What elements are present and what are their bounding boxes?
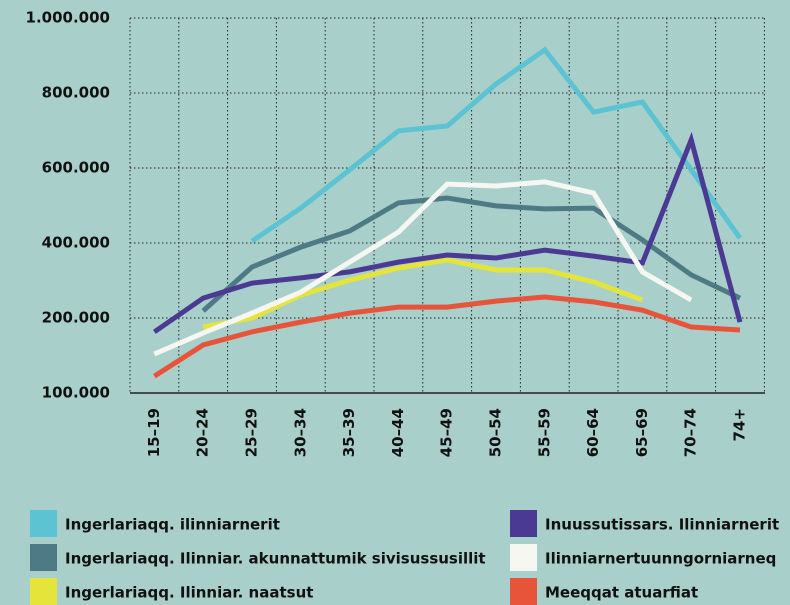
legend-swatch: [510, 510, 537, 537]
legend-label: Ingerlariaqq. Ilinniar. akunnattumik siv…: [65, 550, 486, 568]
legend-swatch: [30, 510, 57, 537]
legend-label: Ingerlariaqq. ilinniarnerit: [65, 516, 280, 534]
x-tick-label: 50–54: [487, 408, 505, 457]
x-tick-label: 55–59: [535, 408, 553, 457]
legend-label: Inuussutissars. Ilinniarnerit: [545, 516, 779, 534]
y-tick-label: 100.000: [42, 384, 110, 402]
series-line: [153, 294, 741, 379]
x-tick-label: 65–69: [633, 408, 651, 457]
y-tick-label: 200.000: [42, 309, 110, 327]
x-tick-label: 60–64: [584, 408, 602, 457]
legend-swatch: [30, 544, 57, 571]
y-tick-label: 600.000: [42, 159, 110, 177]
x-tick-label: 25–29: [243, 408, 261, 457]
x-tick-label: 74+: [731, 408, 749, 441]
y-tick-label: 400.000: [42, 234, 110, 252]
series-line: [202, 257, 644, 330]
x-tick-label: 45–49: [438, 408, 456, 457]
legend-label: Ilinniarnertuunngorniarneq: [545, 550, 776, 568]
y-tick-label: 800.000: [42, 84, 110, 102]
series-line: [250, 46, 743, 244]
x-tick-label: 70–74: [682, 408, 700, 457]
legend-label: Ingerlariaqq. Ilinniar. naatsut: [65, 584, 313, 602]
legend-label: Meeqqat atuarfiat: [545, 584, 698, 602]
legend-swatch: [30, 578, 57, 605]
legend-swatch: [510, 578, 537, 605]
series-line: [153, 179, 693, 357]
x-tick-label: 30–34: [291, 408, 309, 457]
x-tick-label: 40–44: [389, 408, 407, 457]
series-line: [152, 131, 743, 334]
legend-swatch: [510, 544, 537, 571]
x-tick-label: 20–24: [194, 408, 212, 457]
x-tick-label: 35–39: [340, 408, 358, 457]
y-tick-label: 1.000.000: [26, 9, 110, 27]
x-tick-label: 15–19: [145, 408, 163, 457]
